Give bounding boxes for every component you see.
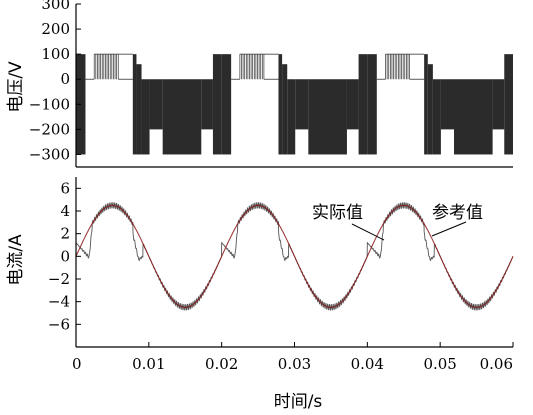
voltage-pwm-block <box>424 54 428 155</box>
current-y-tick-label: −2 <box>48 270 70 288</box>
current-y-axis-label: 电流/A <box>6 234 26 286</box>
voltage-pwm-block <box>504 54 513 155</box>
current-x-tick-label: 0.05 <box>423 355 456 373</box>
voltage-pwm-block <box>162 79 202 155</box>
voltage-pwm-block <box>132 54 137 155</box>
voltage-pwm-block <box>201 79 213 130</box>
voltage-waveform <box>76 53 513 155</box>
current-y-tick-label: 0 <box>60 247 70 265</box>
voltage-pwm-block <box>282 64 288 155</box>
voltage-pwm-block <box>212 54 222 155</box>
voltage-pwm-block <box>278 54 283 155</box>
voltage-y-tick-label: −200 <box>29 120 70 138</box>
voltage-pwm-block <box>308 79 347 155</box>
voltage-y-tick-label: 300 <box>41 0 70 13</box>
voltage-pwm-block <box>149 79 163 130</box>
current-x-tick-label: 0.01 <box>132 355 165 373</box>
current-y-tick-label: 2 <box>60 225 70 243</box>
current-x-tick-label: 0.06 <box>480 355 513 373</box>
current-x-tick-label: 0.04 <box>351 355 384 373</box>
voltage-y-tick-label: −300 <box>29 145 70 163</box>
voltage-pwm-block <box>454 79 493 155</box>
current-y-tick-label: −4 <box>48 293 70 311</box>
annotation-actual: 实际值 <box>312 203 363 223</box>
annotation-leader-actual <box>351 223 385 241</box>
voltage-y-tick-label: −100 <box>29 95 70 113</box>
current-y-tick-label: 4 <box>60 202 70 220</box>
voltage-pwm-block <box>295 79 309 130</box>
current-y-tick-label: −6 <box>48 315 70 333</box>
current-x-tick-label: 0 <box>72 355 82 373</box>
voltage-pwm-block <box>358 54 368 155</box>
current-x-ticks: 0 0.01 0.02 0.03 0.04 0.05 0.06 <box>72 342 514 373</box>
current-y-tick-label: 6 <box>60 179 70 197</box>
voltage-y-ticks: 300 200 100 0 −100 −200 −300 <box>29 0 81 163</box>
voltage-pwm-block <box>432 79 441 155</box>
current-x-tick-label: 0.02 <box>205 355 238 373</box>
annotation-leader-reference <box>431 221 467 237</box>
voltage-pwm-block <box>427 64 433 155</box>
current-curves <box>75 202 514 311</box>
voltage-pwm-block <box>141 79 150 155</box>
voltage-pwm-block <box>492 79 505 130</box>
voltage-pwm-block <box>367 54 377 155</box>
voltage-pwm-block <box>287 79 296 155</box>
current-y-ticks: 6 4 2 0 −2 −4 −6 <box>48 179 81 333</box>
series-reference-current <box>75 204 514 308</box>
current-x-axis-label: 时间/s <box>274 392 323 412</box>
voltage-y-tick-label: 200 <box>41 20 70 38</box>
voltage-y-axis-label: 电压/V <box>6 61 26 113</box>
voltage-pwm-block <box>136 64 142 155</box>
voltage-pwm-block <box>440 79 455 130</box>
voltage-pwm-block <box>221 54 232 155</box>
current-panel: 6 4 2 0 −2 −4 −6 0 0.01 0.02 0.03 0.04 0.05 0.06 电流/… <box>6 177 514 412</box>
annotation-reference: 参考值 <box>432 203 483 223</box>
voltage-y-tick-label: 0 <box>60 70 70 88</box>
voltage-y-tick-label: 100 <box>41 45 70 63</box>
voltage-pwm-block <box>346 79 359 130</box>
current-x-tick-label: 0.03 <box>278 355 311 373</box>
voltage-panel: 300 200 100 0 −100 −200 −300 电压/V <box>6 0 513 168</box>
